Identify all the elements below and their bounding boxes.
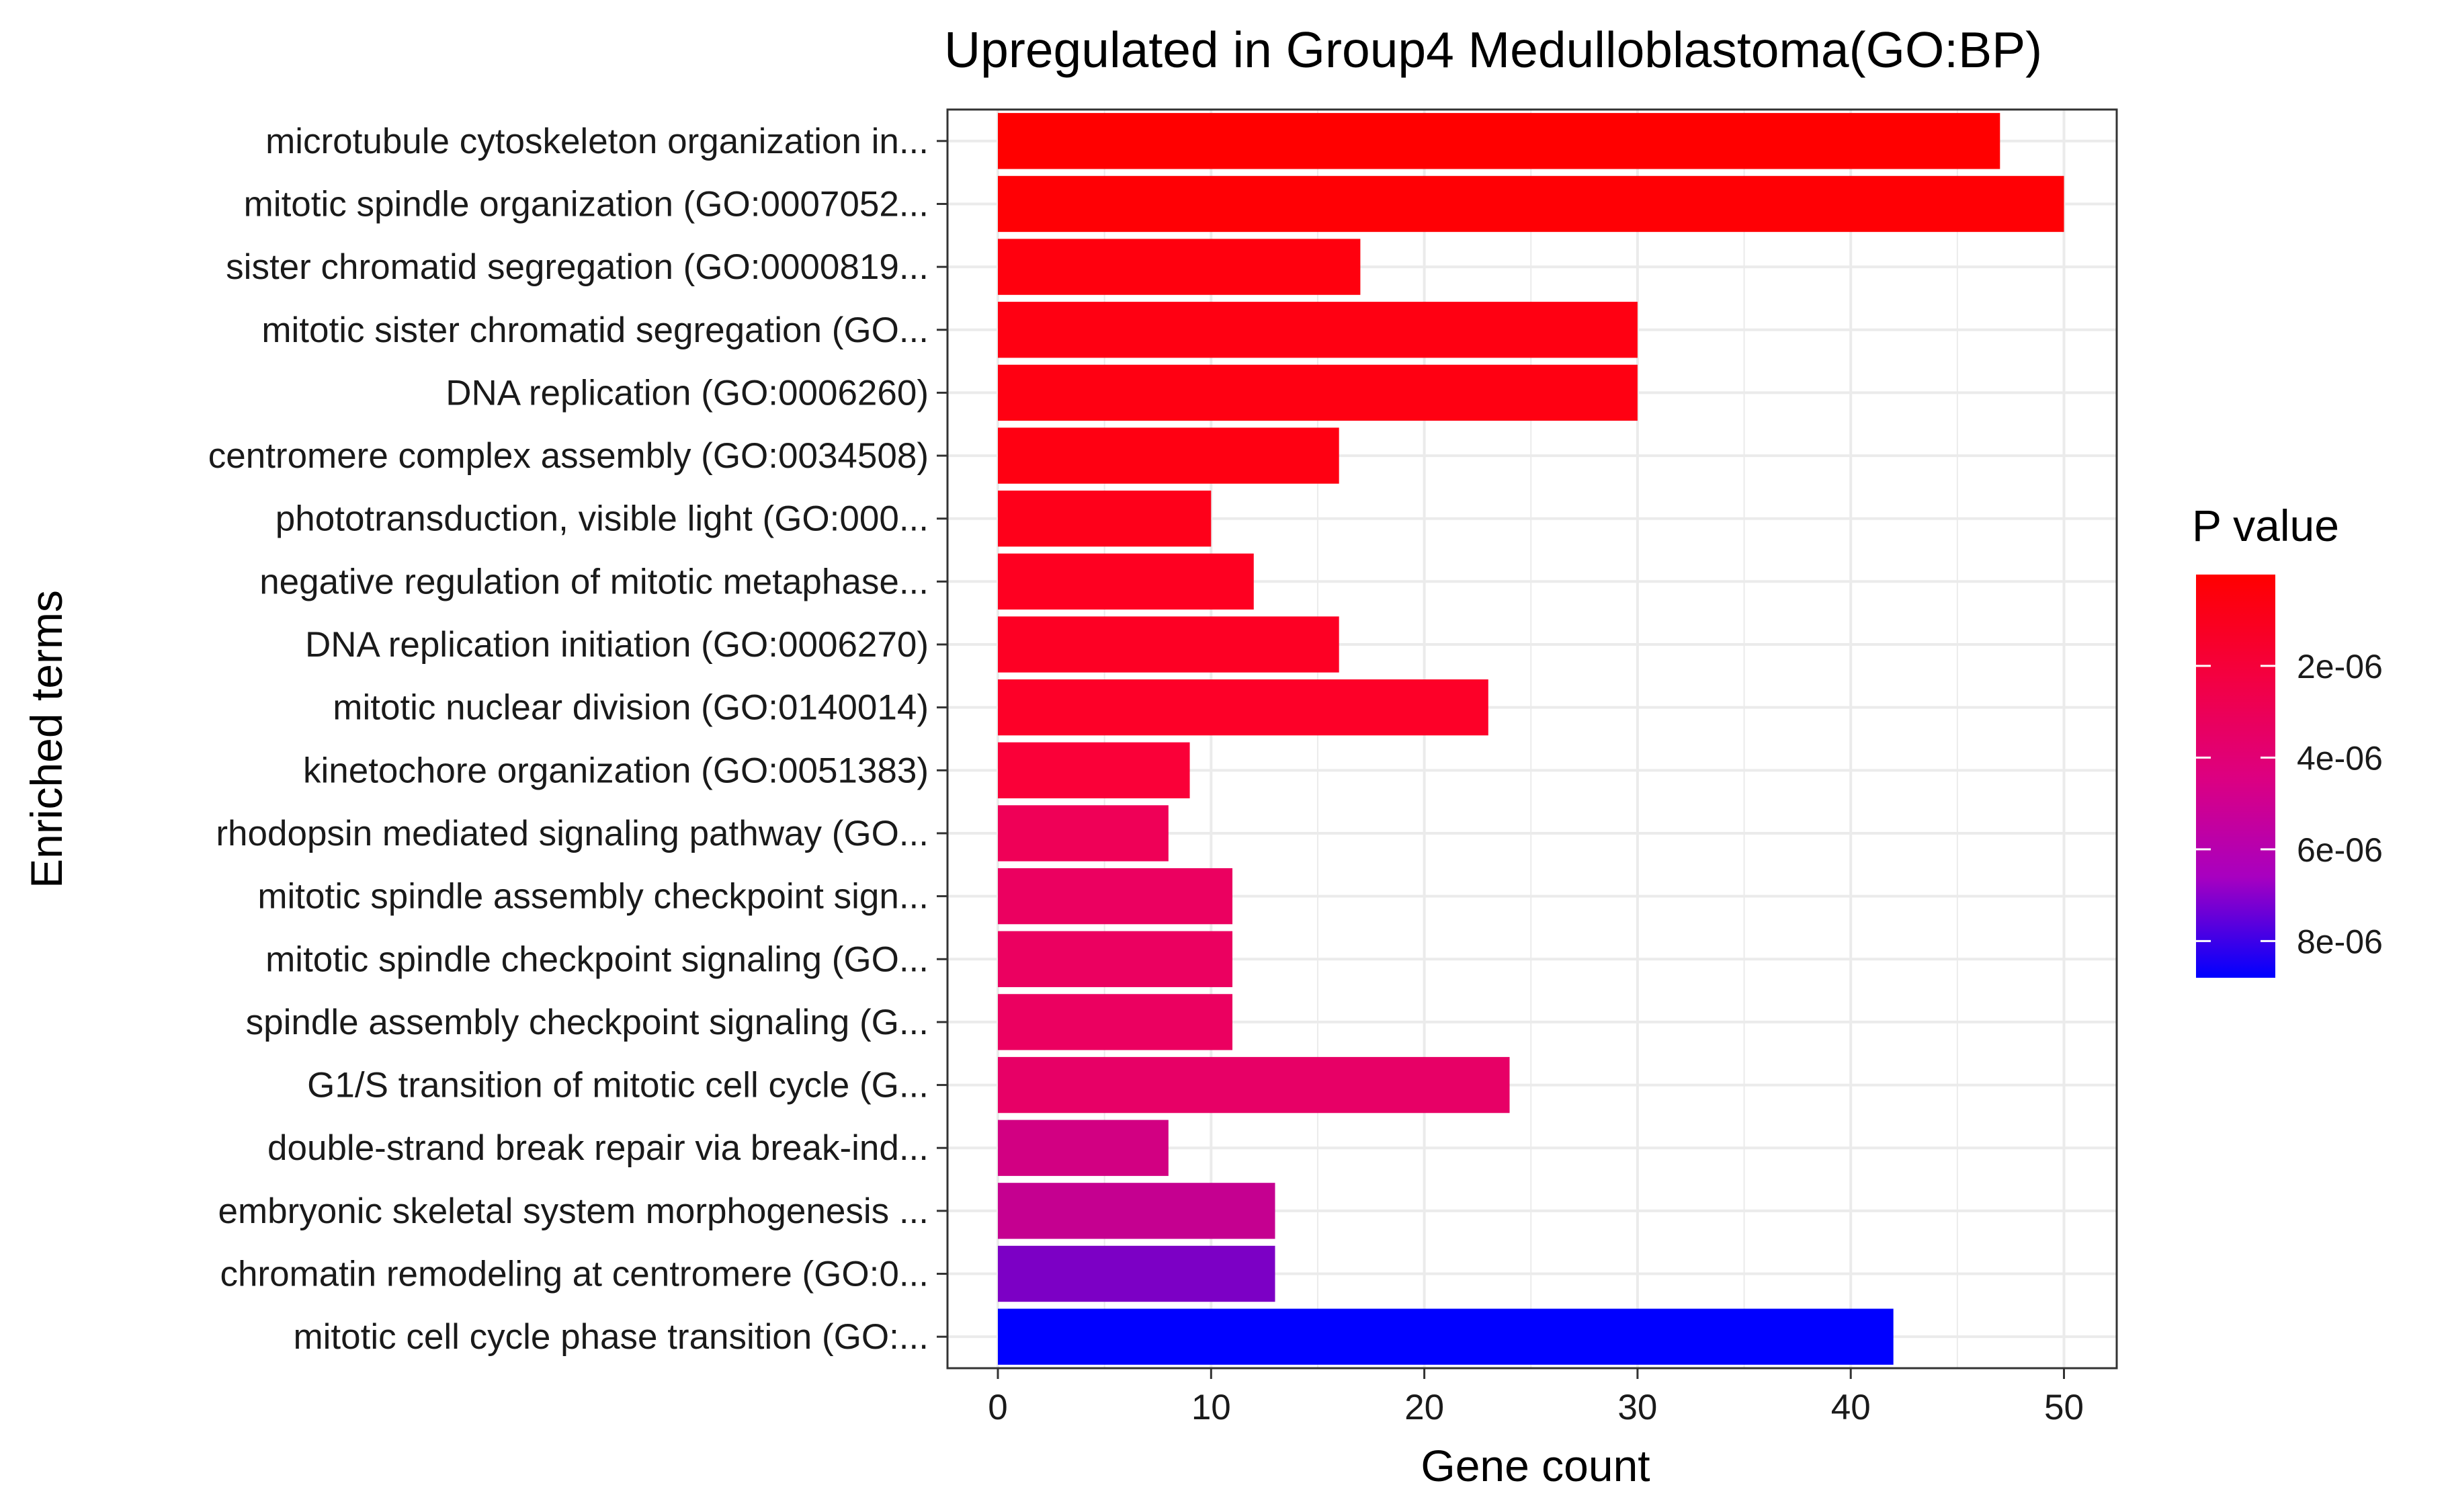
y-axis: microtubule cytoskeleton organization in… (208, 122, 947, 1357)
x-axis: 0 10 20 30 40 50 (988, 1368, 2084, 1427)
bar (998, 805, 1169, 862)
legend-tick-label: 2e-06 (2297, 648, 2383, 685)
legend-tick-label: 8e-06 (2297, 923, 2383, 960)
bar (998, 994, 1233, 1050)
chart-title: Upregulated in Group4 Medulloblastoma(GO… (944, 22, 2042, 78)
x-tick-label: 50 (2044, 1388, 2084, 1427)
bar (998, 679, 1488, 736)
bar (998, 175, 2064, 233)
bar (998, 113, 2000, 169)
x-tick-label: 0 (988, 1388, 1007, 1427)
y-tick-label: centromere complex assembly (GO:0034508) (208, 436, 929, 476)
bar (998, 302, 1638, 358)
y-tick-label: embryonic skeletal system morphogenesis … (218, 1191, 929, 1231)
panel-background (947, 110, 2117, 1368)
x-tick-label: 30 (1617, 1388, 1657, 1427)
legend: P value 2e-06 4e-06 6e-06 8e-06 (2192, 501, 2383, 978)
bar (998, 1056, 1510, 1114)
y-tick-label: microtubule cytoskeleton organization in… (265, 122, 929, 161)
panel-border (946, 108, 2118, 1370)
y-tick-label: DNA replication (GO:0006260) (446, 373, 929, 413)
x-tick-label: 40 (1831, 1388, 1871, 1427)
bars (998, 113, 2064, 1365)
y-tick-label: mitotic spindle organization (GO:0007052… (244, 184, 929, 224)
bar (998, 364, 1638, 421)
y-tick-label: DNA replication initiation (GO:0006270) (305, 625, 929, 665)
y-tick-label: spindle assembly checkpoint signaling (G… (246, 1003, 929, 1042)
bar (998, 1308, 1894, 1365)
bar (998, 239, 1361, 295)
y-tick-label: kinetochore organization (GO:0051383) (303, 751, 929, 790)
legend-colorbar (2196, 575, 2275, 978)
x-axis-title: Gene count (1421, 1441, 1650, 1490)
bar (998, 742, 1190, 798)
legend-tick-label: 4e-06 (2297, 739, 2383, 777)
y-tick-label: rhodopsin mediated signaling pathway (GO… (216, 814, 929, 853)
y-tick-label: sister chromatid segregation (GO:0000819… (226, 247, 929, 287)
legend-ticks: 2e-06 4e-06 6e-06 8e-06 (2196, 648, 2383, 960)
y-tick-label: negative regulation of mitotic metaphase… (259, 562, 929, 601)
bar (998, 553, 1254, 610)
y-tick-label: chromatin remodeling at centromere (GO:0… (220, 1255, 929, 1294)
bar (998, 1120, 1169, 1176)
y-axis-title: Enriched terms (22, 590, 71, 888)
y-tick-label: G1/S transition of mitotic cell cycle (G… (307, 1066, 929, 1105)
bar (998, 616, 1339, 673)
legend-tick-label: 6e-06 (2297, 831, 2383, 869)
y-tick-label: phototransduction, visible light (GO:000… (276, 499, 929, 539)
bar (998, 427, 1339, 484)
x-tick-label: 10 (1191, 1388, 1231, 1427)
y-tick-label: mitotic spindle assembly checkpoint sign… (257, 877, 929, 917)
bar (998, 1183, 1275, 1239)
bar (998, 931, 1233, 987)
bar (998, 491, 1212, 547)
bar (998, 868, 1233, 925)
x-tick-label: 20 (1404, 1388, 1444, 1427)
y-tick-label: mitotic spindle checkpoint signaling (GO… (265, 939, 929, 979)
legend-title: P value (2192, 501, 2339, 550)
y-tick-label: mitotic nuclear division (GO:0140014) (333, 688, 929, 728)
y-tick-label: double-strand break repair via break-ind… (267, 1128, 929, 1168)
y-tick-label: mitotic sister chromatid segregation (GO… (261, 310, 929, 350)
bar (998, 1245, 1275, 1302)
y-tick-label: mitotic cell cycle phase transition (GO:… (294, 1317, 929, 1357)
plot-panel (947, 110, 2117, 1368)
